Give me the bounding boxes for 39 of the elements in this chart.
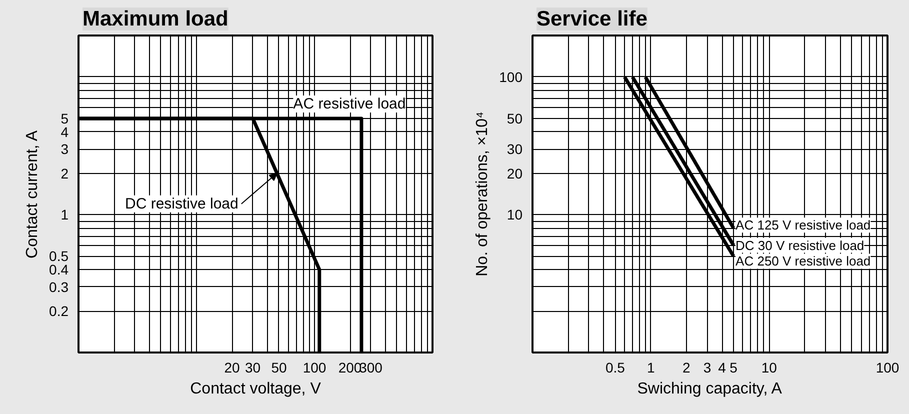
annotation: AC resistive load (293, 95, 406, 112)
annotation: AC 250 V resistive load (736, 254, 871, 269)
x-tick-label: 10 (761, 360, 778, 376)
x-tick-label: 50 (271, 360, 287, 376)
y-tick-label: 0.4 (49, 262, 69, 278)
y-tick-label: 3 (60, 141, 69, 158)
x-axis-title: Swiching capacity, A (637, 380, 782, 398)
x-axis-title: Contact voltage, V (190, 380, 322, 398)
y-tick-label: 0.5 (49, 248, 69, 264)
x-tick-label: 5 (730, 360, 738, 376)
x-tick-label: 30 (245, 360, 261, 376)
y-tick-label: 10 (506, 206, 523, 223)
annotation: AC 125 V resistive load (736, 218, 871, 233)
x-tick-label: 4 (718, 360, 726, 376)
y-tick-label: 20 (506, 165, 523, 182)
y-tick-label: 50 (506, 110, 523, 126)
annotation: DC resistive load (124, 195, 238, 212)
annotation: DC 30 V resistive load (736, 238, 864, 253)
x-tick-label: 2 (682, 360, 691, 376)
chart-title: Service life (536, 8, 648, 30)
y-tick-label: 5 (60, 110, 69, 126)
x-tick-label: 20 (224, 360, 240, 376)
y-tick-label: 0.2 (49, 303, 69, 320)
chart-title: Maximum load (82, 8, 228, 30)
y-axis-title: No. of operations, ×10⁴ (474, 111, 492, 276)
x-tick-label: 0.5 (605, 360, 626, 376)
x-tick-label: 3 (703, 360, 712, 376)
y-tick-label: 100 (499, 68, 523, 85)
y-tick-label: 1 (60, 206, 69, 223)
y-tick-label: 30 (506, 141, 523, 158)
y-tick-label: 0.3 (49, 278, 69, 295)
x-tick-label: 200 (338, 360, 362, 376)
x-tick-label: 100 (302, 360, 326, 376)
x-tick-label: 1 (646, 360, 655, 376)
y-tick-label: 4 (60, 124, 69, 140)
y-tick-label: 2 (60, 165, 69, 182)
x-tick-label: 300 (359, 360, 383, 376)
y-axis-title: Contact current, A (24, 130, 42, 258)
x-tick-label: 100 (876, 360, 900, 376)
